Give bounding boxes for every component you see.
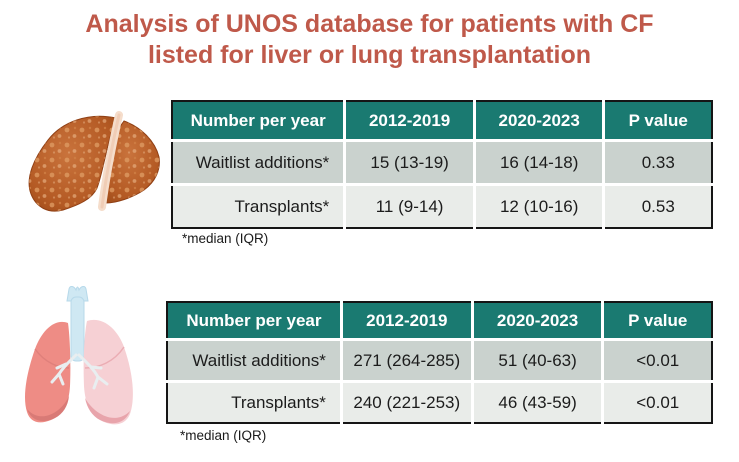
cell-value: 15 (13-19): [343, 139, 476, 186]
lung-waitlist-row: Waitlist additions* 271 (264-285) 51 (40…: [167, 338, 712, 383]
row-label: Transplants*: [167, 380, 343, 423]
slide-title: Analysis of UNOS database for patients w…: [0, 9, 739, 71]
liver-col-number-per-year: Number per year: [172, 101, 347, 142]
cell-value: 240 (221-253): [339, 380, 474, 423]
cell-value: <0.01: [601, 338, 712, 383]
cell-value: 0.53: [602, 183, 712, 228]
cell-value: 12 (10-16): [472, 183, 606, 228]
lung-table-header-row: Number per year 2012-2019 2020-2023 P va…: [167, 302, 712, 341]
liver-col-2012-2019: 2012-2019: [343, 101, 476, 142]
liver-table-header-row: Number per year 2012-2019 2020-2023 P va…: [172, 101, 712, 142]
cell-value: 16 (14-18): [472, 139, 606, 186]
cell-value: 271 (264-285): [339, 338, 474, 383]
liver-col-2020-2023: 2020-2023: [472, 101, 606, 142]
cell-value: 51 (40-63): [470, 338, 605, 383]
liver-transplants-row: Transplants* 11 (9-14) 12 (10-16) 0.53: [172, 183, 712, 228]
row-label: Transplants*: [172, 183, 347, 228]
row-label: Waitlist additions*: [167, 338, 343, 383]
row-label: Waitlist additions*: [172, 139, 347, 186]
liver-waitlist-row: Waitlist additions* 15 (13-19) 16 (14-18…: [172, 139, 712, 186]
liver-icon: [18, 110, 163, 230]
lung-table: Number per year 2012-2019 2020-2023 P va…: [166, 301, 713, 424]
slide-title-line1: Analysis of UNOS database for patients w…: [85, 10, 654, 38]
lung-col-p-value: P value: [601, 302, 712, 341]
liver-table-footnote: *median (IQR): [182, 231, 269, 246]
liver-table: Number per year 2012-2019 2020-2023 P va…: [171, 100, 713, 229]
cell-value: <0.01: [601, 380, 712, 423]
slide-title-line2: listed for liver or lung transplantation: [147, 41, 592, 69]
lung-col-number-per-year: Number per year: [167, 302, 343, 341]
cell-value: 0.33: [602, 139, 712, 186]
lungs-icon: [12, 283, 144, 440]
lung-table-footnote: *median (IQR): [180, 428, 267, 443]
lung-transplants-row: Transplants* 240 (221-253) 46 (43-59) <0…: [167, 380, 712, 423]
cell-value: 46 (43-59): [470, 380, 605, 423]
cell-value: 11 (9-14): [343, 183, 476, 228]
liver-col-p-value: P value: [602, 101, 712, 142]
lung-col-2012-2019: 2012-2019: [339, 302, 474, 341]
lung-col-2020-2023: 2020-2023: [470, 302, 605, 341]
